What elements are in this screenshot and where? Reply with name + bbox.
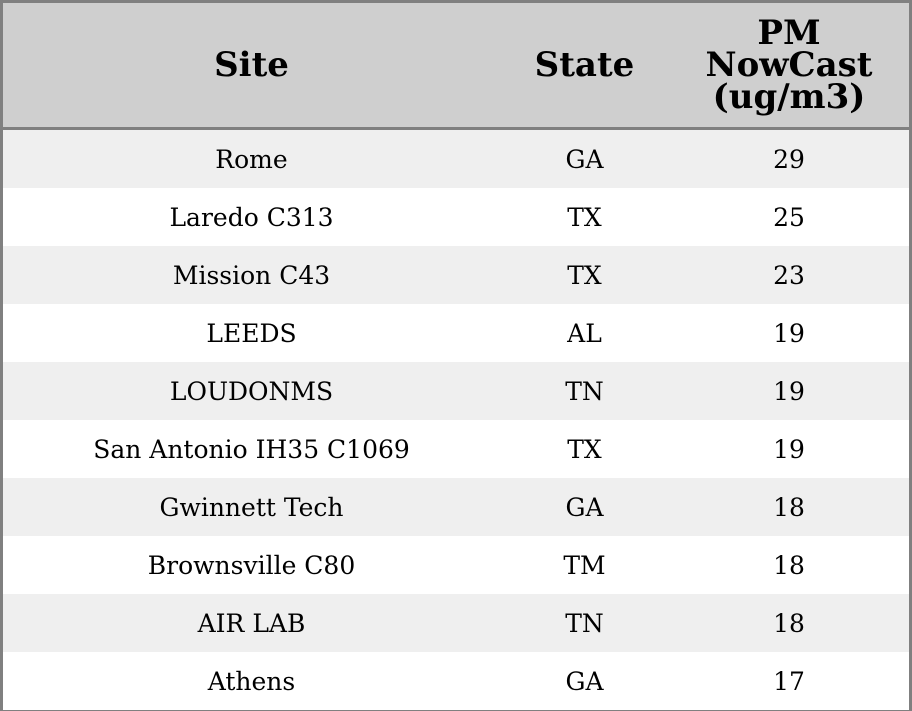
state-cell: TX — [500, 246, 669, 304]
column-header-state: State — [500, 3, 669, 130]
state-cell: GA — [500, 128, 669, 188]
state-cell: GA — [500, 478, 669, 536]
column-header-pm-line-3: (ug/m3) — [712, 77, 866, 117]
site-cell: San Antonio IH35 C1069 — [3, 420, 500, 478]
site-cell: Brownsville C80 — [3, 536, 500, 594]
table-row: Athens GA 17 — [3, 652, 909, 710]
site-cell: Gwinnett Tech — [3, 478, 500, 536]
pm-value-cell: 19 — [669, 362, 909, 420]
table-row: LOUDONMS TN 19 — [3, 362, 909, 420]
pm-value-cell: 19 — [669, 420, 909, 478]
state-cell: TN — [500, 594, 669, 652]
state-cell: TX — [500, 188, 669, 246]
state-cell: GA — [500, 652, 669, 710]
pm-value-cell: 18 — [669, 478, 909, 536]
state-cell: AL — [500, 304, 669, 362]
column-header-state-label: State — [534, 45, 635, 85]
table-row: LEEDS AL 19 — [3, 304, 909, 362]
site-cell: Laredo C313 — [3, 188, 500, 246]
state-cell: TN — [500, 362, 669, 420]
site-cell: LOUDONMS — [3, 362, 500, 420]
site-cell: Mission C43 — [3, 246, 500, 304]
data-table: Site State PM NowCast (ug/m3) Rome GA 29… — [3, 3, 909, 710]
header-row: Site State PM NowCast (ug/m3) — [3, 3, 909, 130]
pm-value-cell: 25 — [669, 188, 909, 246]
table-row: AIR LAB TN 18 — [3, 594, 909, 652]
state-cell: TM — [500, 536, 669, 594]
column-header-pm-line-1: PM — [757, 13, 821, 53]
pm-value-cell: 17 — [669, 652, 909, 710]
column-header-site: Site — [3, 3, 500, 130]
column-header-pm-line-2: NowCast — [705, 45, 873, 85]
pm-value-cell: 19 — [669, 304, 909, 362]
table-row: Brownsville C80 TM 18 — [3, 536, 909, 594]
column-header-site-label: Site — [214, 45, 289, 85]
table-row: Rome GA 29 — [3, 128, 909, 188]
pm-value-cell: 18 — [669, 594, 909, 652]
table-row: San Antonio IH35 C1069 TX 19 — [3, 420, 909, 478]
table-row: Gwinnett Tech GA 18 — [3, 478, 909, 536]
pm-value-cell: 29 — [669, 128, 909, 188]
site-cell: AIR LAB — [3, 594, 500, 652]
table-row: Laredo C313 TX 25 — [3, 188, 909, 246]
pm-value-cell: 18 — [669, 536, 909, 594]
site-cell: Rome — [3, 128, 500, 188]
table-row: Mission C43 TX 23 — [3, 246, 909, 304]
site-cell: LEEDS — [3, 304, 500, 362]
state-cell: TX — [500, 420, 669, 478]
column-header-pm-nowcast: PM NowCast (ug/m3) — [669, 3, 909, 130]
pm-value-cell: 23 — [669, 246, 909, 304]
site-cell: Athens — [3, 652, 500, 710]
